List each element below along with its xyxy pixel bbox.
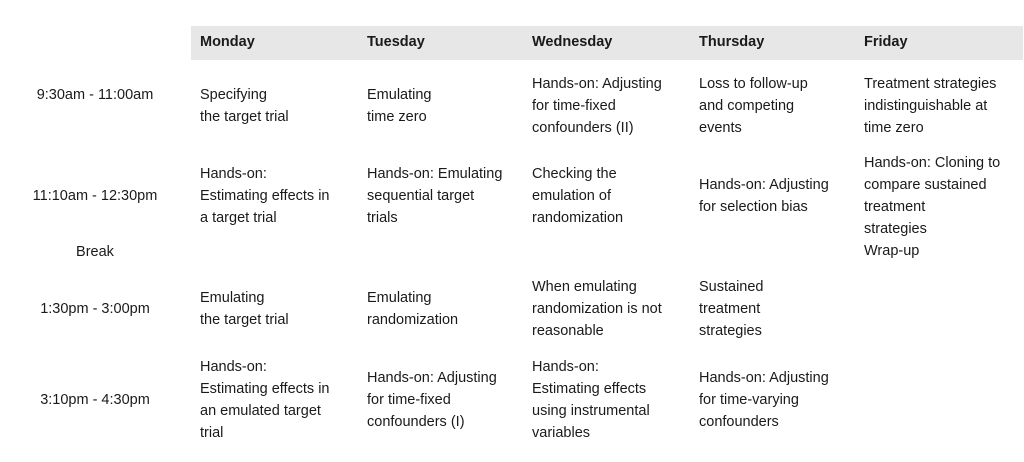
session-line: confounders — [699, 414, 779, 430]
session-line: Hands-on: Cloning to — [864, 155, 1001, 171]
session-line: time zero — [367, 109, 427, 125]
session-line: the target trial — [200, 109, 289, 125]
session-line: emulation of — [532, 188, 611, 204]
session-line: randomization — [367, 312, 459, 328]
time-slot: 11:10am - 12:30pm — [32, 188, 158, 204]
session-line: for selection bias — [699, 199, 808, 215]
session-cell: Hands-on: Emulating sequential target tria… — [367, 163, 502, 229]
time-slot: 1:30pm - 3:00pm — [40, 301, 150, 317]
session-cell: Sustained treatment strategies — [699, 276, 764, 342]
session-line: the target trial — [200, 312, 289, 328]
session-line: confounders (I) — [367, 414, 465, 430]
session-line: Treatment strategies — [864, 76, 997, 92]
session-line: Emulating — [367, 87, 432, 103]
session-line: treatment — [864, 199, 926, 215]
day-header-monday: Monday — [200, 34, 255, 50]
session-line: randomization — [532, 210, 624, 226]
session-line: randomization is not — [532, 301, 662, 317]
session-line: Emulating — [200, 290, 265, 306]
session-line: for time-fixed — [367, 392, 451, 408]
session-line: confounders (II) — [532, 120, 634, 136]
session-line: Checking the — [532, 166, 617, 182]
session-line: using instrumental — [532, 403, 650, 419]
session-line: sequential target — [367, 188, 475, 204]
session-line: Hands-on: Emulating — [367, 166, 503, 182]
session-line: Hands-on: — [200, 166, 267, 182]
session-cell: Loss to follow-up and competing events — [699, 73, 808, 139]
time-slot: 3:10pm - 4:30pm — [40, 392, 150, 408]
header-bar — [191, 26, 1023, 60]
session-line: Wrap-up — [864, 243, 920, 259]
session-line: indistinguishable at — [864, 98, 988, 114]
session-cell: Emulating randomization — [367, 287, 458, 331]
session-cell: When emulating randomization is not reason… — [532, 276, 662, 342]
session-line: strategies — [864, 221, 927, 237]
session-line: reasonable — [532, 323, 604, 339]
session-line: events — [699, 120, 742, 136]
session-line: Estimating effects — [532, 381, 647, 397]
session-line: a target trial — [200, 210, 277, 226]
session-cell: Hands-on: Estimating effects in a target t… — [200, 163, 330, 229]
session-line: Specifying — [200, 87, 267, 103]
session-line: compare sustained — [864, 177, 987, 193]
session-line: Emulating — [367, 290, 432, 306]
session-line: When emulating — [532, 279, 637, 295]
session-cell: Hands-on: Adjusting for time-fixed confoun… — [532, 73, 662, 139]
session-cell: Hands-on: Estimating effects using instrum… — [532, 356, 650, 444]
session-cell: Emulating time zero — [367, 84, 431, 128]
session-cell: Specifying the target trial — [200, 84, 289, 128]
session-line: treatment — [699, 301, 761, 317]
session-line: Hands-on: Adjusting — [699, 177, 829, 193]
session-cell: Hands-on: Adjusting for time-varying confo… — [699, 367, 829, 433]
break-label: Break — [76, 244, 114, 260]
session-cell: Hands-on: Adjusting for time-fixed confoun… — [367, 367, 497, 433]
session-cell: Emulating the target trial — [200, 287, 289, 331]
session-line: Hands-on: Adjusting — [532, 76, 662, 92]
session-line: Estimating effects in — [200, 188, 330, 204]
session-line: Sustained — [699, 279, 764, 295]
session-line: Hands-on: — [532, 359, 599, 375]
session-line: Hands-on: — [200, 359, 267, 375]
session-line: Estimating effects in — [200, 381, 330, 397]
session-line: Hands-on: Adjusting — [367, 370, 497, 386]
session-cell: Hands-on: Adjusting for selection bias — [699, 174, 829, 218]
session-cell: Hands-on: Cloning to compare sustained tre… — [864, 152, 1000, 262]
session-line: time zero — [864, 120, 924, 136]
day-header-wednesday: Wednesday — [532, 34, 613, 50]
session-line: trial — [200, 425, 224, 441]
session-line: variables — [532, 425, 591, 441]
session-line: Hands-on: Adjusting — [699, 370, 829, 386]
session-line: Loss to follow-up — [699, 76, 808, 92]
day-header-tuesday: Tuesday — [367, 34, 425, 50]
day-header-friday: Friday — [864, 34, 908, 50]
time-slot: 9:30am - 11:00am — [36, 87, 154, 103]
session-line: for time-fixed — [532, 98, 616, 114]
session-cell: Treatment strategies indistinguishable at… — [864, 73, 996, 139]
day-header-thursday: Thursday — [699, 34, 765, 50]
session-line: for time-varying — [699, 392, 799, 408]
session-cell: Hands-on: Estimating effects in an emulate… — [200, 356, 330, 444]
session-line: an emulated target — [200, 403, 321, 419]
session-line: trials — [367, 210, 398, 226]
session-cell: Checking the emulation of randomization — [532, 163, 623, 229]
session-line: and competing — [699, 98, 795, 114]
session-line: strategies — [699, 323, 762, 339]
